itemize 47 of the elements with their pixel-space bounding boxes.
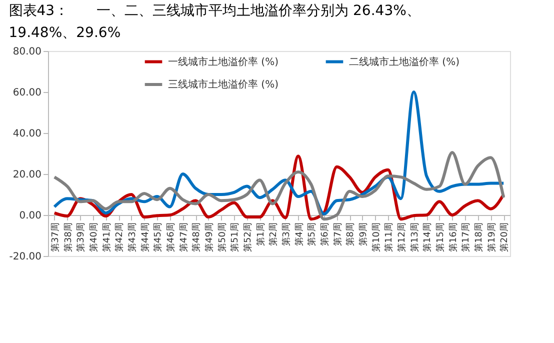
- x-tick-label: 第47周: [178, 222, 190, 252]
- x-tick-label: 第17周: [460, 222, 472, 252]
- x-tick-label: 第40周: [88, 222, 100, 252]
- x-tick-label: 第20周: [499, 222, 510, 252]
- x-tick-label: 第37周: [50, 222, 61, 252]
- text: 图表43： 一、二、三线城市平均土地溢价率分别为 26.43%、: [8, 3, 420, 19]
- y-tick-label: 20.00: [12, 170, 42, 180]
- x-tick-label: 第45周: [152, 222, 164, 252]
- x-tick-label: 第5周: [306, 222, 318, 246]
- x-tick-label: 第46周: [165, 222, 176, 252]
- y-tick-label: 40.00: [12, 128, 42, 140]
- x-tick-label: 第19周: [486, 222, 498, 252]
- x-tick-label: 第50周: [216, 222, 228, 252]
- x-tick-label: 第9周: [358, 222, 369, 246]
- x-tick-label: 第49周: [204, 222, 215, 252]
- y-tick-label: -20.00: [9, 252, 42, 262]
- legend-label: 三线城市土地溢价率 (%): [168, 78, 279, 90]
- x-tick-label: 第14周: [422, 222, 434, 252]
- y-tick-label: 60.00: [12, 88, 42, 98]
- x-tick-label: 第16周: [448, 222, 459, 252]
- x-tick-label: 第18周: [473, 222, 484, 252]
- x-tick-label: 第4周: [294, 222, 305, 246]
- x-tick-label: 第52周: [242, 222, 254, 252]
- x-tick-label: 第44周: [140, 222, 151, 252]
- x-tick-label: 第41周: [101, 222, 112, 252]
- x-tick-label: 第43周: [126, 222, 138, 252]
- x-tick-label: 第12周: [396, 222, 408, 252]
- x-tick-label: 第3周: [280, 222, 292, 246]
- x-tick-label: 第1周: [255, 222, 266, 246]
- x-tick-label: 第11周: [384, 222, 395, 252]
- legend-label: 二线城市土地溢价率 (%): [349, 56, 460, 68]
- x-tick-label: 第42周: [114, 222, 126, 252]
- x-tick-label: 第13周: [409, 222, 420, 252]
- x-tick-label: 第6周: [319, 222, 330, 246]
- x-tick-label: 第10周: [370, 222, 382, 252]
- y-tick-label: 0.00: [19, 210, 42, 222]
- x-tick-label: 第39周: [76, 222, 87, 252]
- y-tick-label: 80.00: [12, 46, 42, 58]
- x-tick-label: 第8周: [345, 222, 356, 246]
- x-tick-label: 第51周: [230, 222, 241, 252]
- text: 19.48%、29.6%: [8, 25, 121, 41]
- x-tick-label: 第15周: [434, 222, 446, 252]
- x-tick-label: 第48周: [191, 222, 202, 252]
- legend-label: 一线城市土地溢价率 (%): [168, 56, 279, 68]
- x-tick-label: 第2周: [268, 222, 280, 246]
- x-tick-label: 第38周: [62, 222, 74, 252]
- x-tick-label: 第7周: [332, 222, 344, 246]
